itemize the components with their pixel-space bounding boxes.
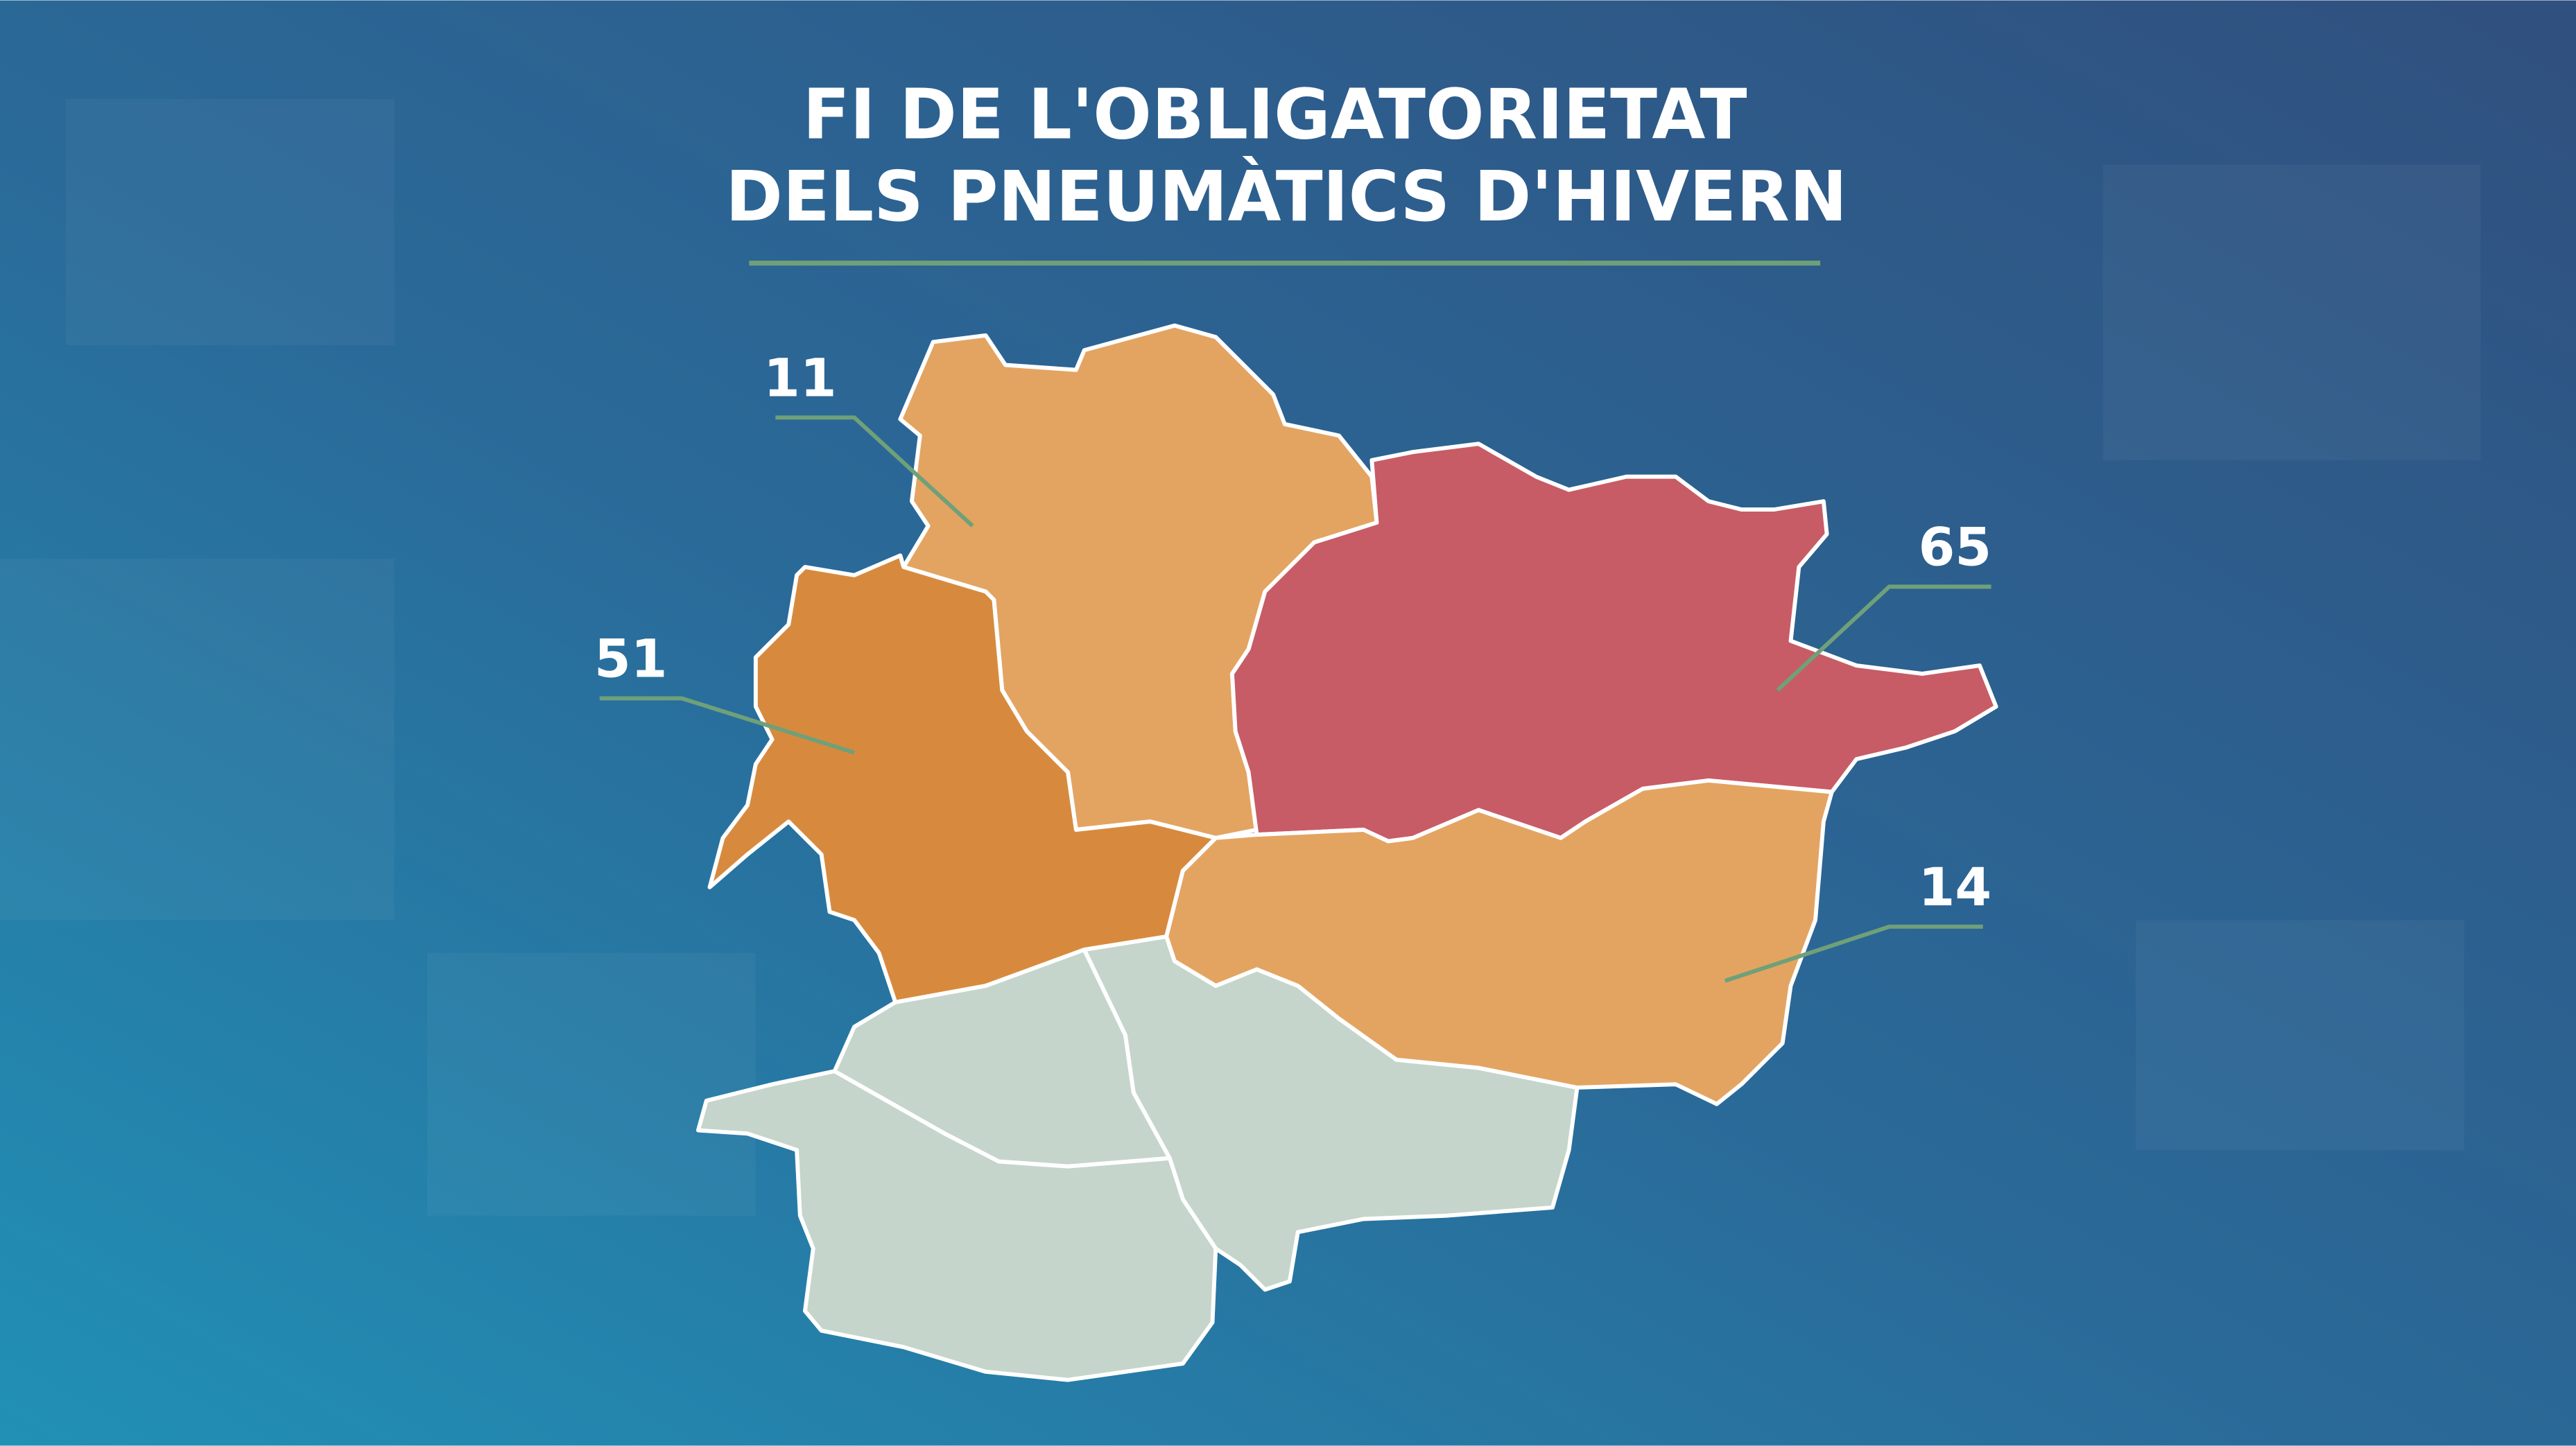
- leader-line: [1776, 584, 1991, 692]
- title-line: FI DE L'OBLIGATORIETAT: [803, 76, 1747, 155]
- region: [1164, 778, 1834, 1106]
- background-tiles: [0, 98, 2481, 1216]
- title-line: DELS PNEUMÀTICS D'HIVERN: [725, 156, 1847, 237]
- region: [1229, 442, 1998, 844]
- leader-line: [1724, 924, 1983, 983]
- leader-line: [775, 415, 974, 528]
- region-label: 14: [1919, 857, 1991, 918]
- region: [695, 1069, 1218, 1382]
- map: [695, 323, 1998, 1382]
- region-label: 51: [594, 629, 667, 690]
- region-label: 65: [1919, 517, 1991, 578]
- region: [707, 553, 1218, 1004]
- region-label: 11: [763, 348, 836, 409]
- leader-line: [599, 696, 855, 755]
